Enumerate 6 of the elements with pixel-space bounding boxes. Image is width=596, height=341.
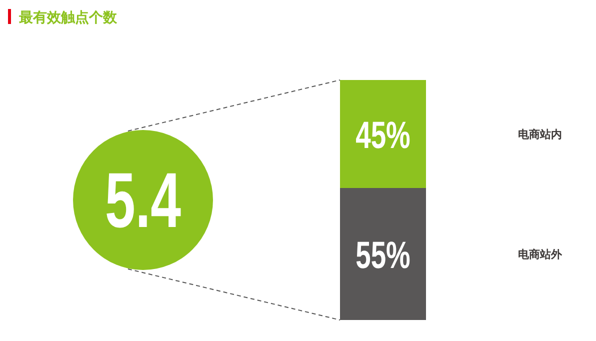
text: 电商站外 [518,248,563,261]
text: 最有效触点个数 [18,9,118,25]
text: 电商站内 [518,128,562,141]
data-label: 45% [356,114,410,158]
data-label: 55% [356,234,410,278]
text: 5.4 [105,157,182,244]
